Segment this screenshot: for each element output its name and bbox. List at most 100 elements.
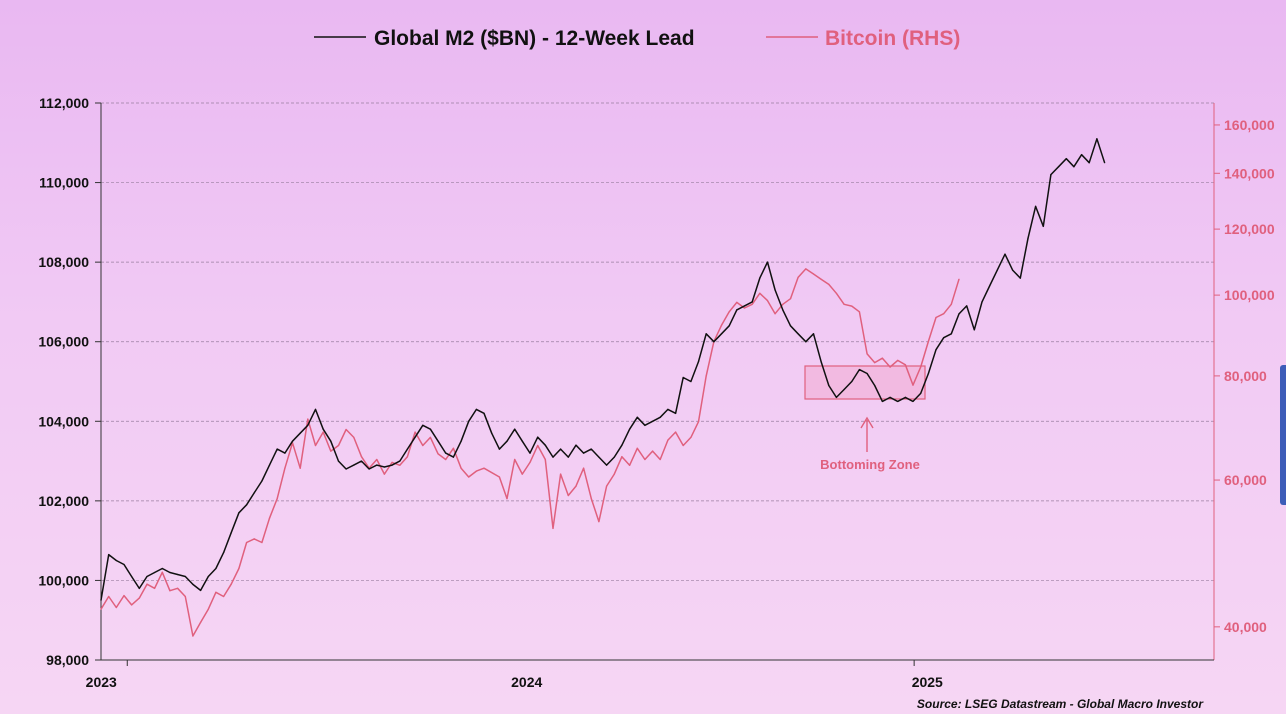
bitcoin-point: [246, 541, 248, 544]
bitcoin-point: [828, 283, 830, 285]
bitcoin-point: [307, 418, 309, 420]
global-m2-point: [399, 460, 401, 462]
bitcoin-point: [452, 447, 454, 449]
right-tick-label: 40,000: [1224, 619, 1267, 635]
global-m2-point: [261, 480, 263, 482]
global-m2-point: [368, 468, 370, 470]
global-m2-point: [445, 452, 447, 454]
global-m2-point: [621, 444, 623, 446]
bitcoin-point: [950, 303, 952, 305]
source-note: Source: LSEG Datastream - Global Macro I…: [917, 697, 1204, 711]
global-m2-point: [851, 380, 853, 383]
bitcoin-point: [843, 303, 845, 305]
bitcoin-point: [958, 278, 960, 280]
bitcoin-point: [353, 436, 355, 438]
bitcoin-point: [697, 421, 700, 423]
global-m2-point: [498, 448, 500, 450]
global-m2-point: [629, 428, 631, 430]
bitcoin-point: [782, 303, 784, 305]
global-m2-point: [115, 559, 117, 562]
bitcoin-point: [200, 621, 202, 624]
global-m2-point: [874, 384, 876, 387]
bitcoin-point: [445, 458, 447, 461]
global-m2-point: [843, 388, 845, 391]
global-m2-point: [789, 325, 792, 327]
bitcoin-point: [429, 436, 431, 438]
global-m2-point: [529, 452, 531, 454]
global-m2-point: [138, 587, 140, 590]
bitcoin-point: [261, 541, 263, 544]
bitcoin-point: [583, 467, 585, 469]
global-m2-point: [544, 444, 546, 446]
global-m2-point: [123, 563, 125, 566]
global-m2-point: [805, 341, 807, 343]
bitcoin-point: [276, 498, 278, 500]
left-tick-label: 112,000: [39, 95, 89, 111]
bottoming-zone-label: Bottoming Zone: [820, 457, 920, 472]
bitcoin-point: [337, 444, 340, 447]
global-m2-point: [108, 554, 110, 556]
global-m2-point: [353, 464, 355, 466]
left-tick-label: 106,000: [38, 334, 89, 350]
bitcoin-point: [889, 366, 891, 368]
global-m2-point: [606, 464, 608, 466]
bitcoin-point: [177, 587, 179, 589]
global-m2-point: [697, 361, 700, 363]
global-m2-point: [414, 436, 416, 438]
bitcoin-point: [529, 461, 531, 463]
right-tick-label: 60,000: [1224, 472, 1267, 488]
bitcoin-point: [483, 467, 485, 469]
global-m2-point: [537, 436, 539, 438]
bitcoin-point: [659, 458, 661, 461]
global-m2-point: [307, 424, 309, 426]
bitcoin-point: [567, 494, 569, 497]
global-m2-point: [391, 464, 393, 466]
global-m2-point: [1004, 253, 1006, 255]
bitcoin-point: [468, 476, 470, 478]
bitcoin-point: [613, 473, 615, 475]
global-m2-point: [682, 376, 684, 379]
global-m2-point: [468, 420, 470, 422]
global-m2-point: [429, 428, 431, 430]
legend-m2-label: Global M2 ($BN) - 12-Week Lead: [374, 27, 695, 50]
bitcoin-point: [690, 436, 692, 438]
global-m2-point: [299, 432, 301, 434]
global-m2-point: [184, 575, 186, 578]
bitcoin-point: [560, 473, 562, 475]
bitcoin-point: [897, 359, 899, 361]
right-tick-label: 120,000: [1224, 221, 1275, 237]
global-m2-point: [1027, 237, 1029, 239]
global-m2-point: [636, 416, 638, 418]
bitcoin-point: [774, 313, 776, 315]
global-m2-point: [728, 325, 730, 327]
global-m2-point: [1058, 166, 1060, 168]
bitcoin-point: [399, 464, 401, 466]
bitcoin-point: [736, 301, 738, 303]
bitcoin-point: [345, 428, 347, 431]
bitcoin-point: [422, 444, 424, 447]
global-m2-point: [422, 424, 424, 426]
bitcoin-point: [414, 431, 416, 433]
bitcoin-point: [284, 467, 286, 469]
bitcoin-line: [100, 268, 960, 637]
right-tick-label: 80,000: [1224, 368, 1267, 384]
gridlines: [101, 102, 1214, 661]
bitcoin-point: [598, 521, 600, 523]
bitcoin-point: [521, 473, 523, 475]
bitcoin-point: [812, 273, 815, 275]
global-m2-point: [866, 372, 868, 375]
global-m2-point: [973, 329, 975, 331]
bitcoin-point: [743, 307, 746, 309]
bitcoin-point: [154, 587, 156, 589]
bitcoin-point: [575, 485, 577, 487]
global-m2-point: [284, 452, 286, 454]
global-m2-point: [100, 599, 102, 601]
x-tick-label: 2024: [511, 674, 542, 690]
bitcoin-point: [759, 292, 761, 294]
left-tick-label: 98,000: [46, 652, 89, 668]
bitcoin-point: [652, 450, 654, 452]
bitcoin-point: [169, 590, 171, 592]
global-m2-point: [230, 532, 232, 534]
global-m2-point: [812, 333, 815, 335]
right-axis-ticks: 40,000 60,000 80,000 100,000 120,000 140,000 1…: [1214, 117, 1275, 635]
